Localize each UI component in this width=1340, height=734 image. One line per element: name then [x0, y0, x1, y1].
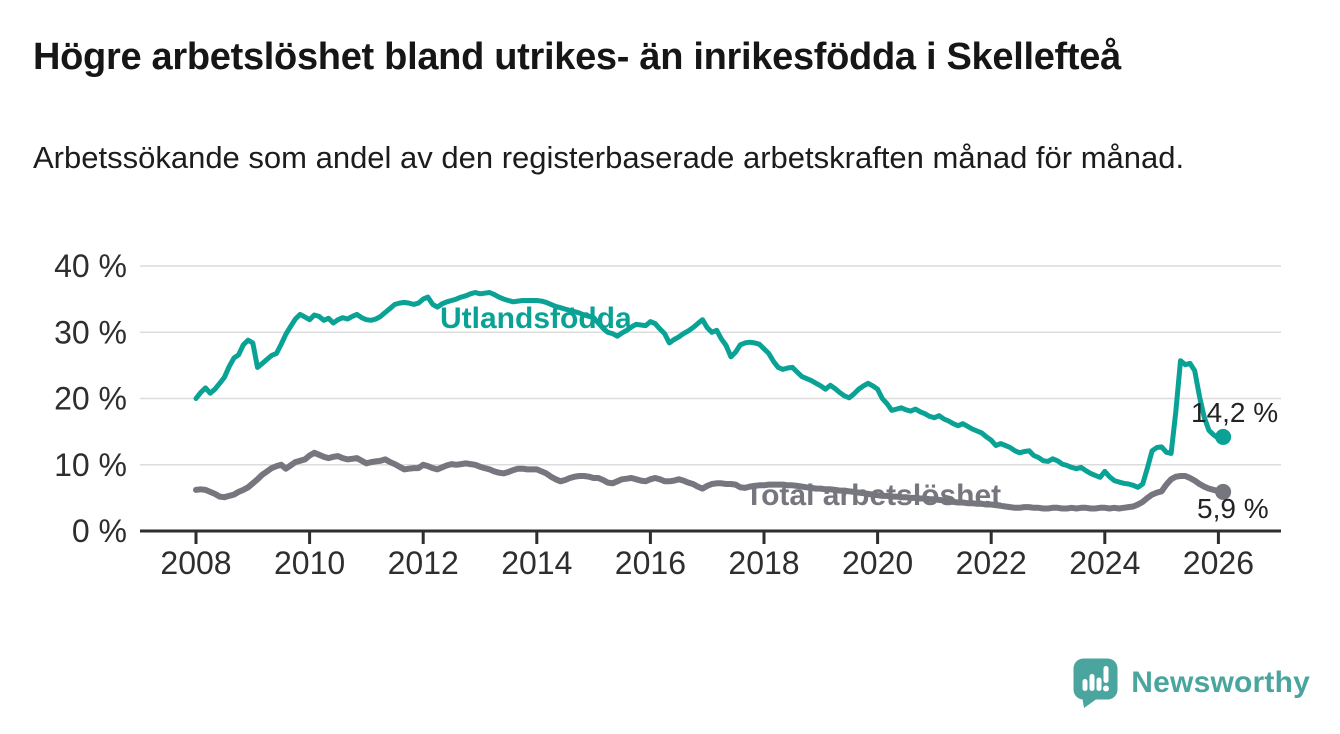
chart-header: Högre arbetslöshet bland utrikes- än inr… [33, 36, 1312, 179]
y-axis-tick-label: 30 % [54, 314, 127, 350]
x-axis-tick-label: 2012 [388, 545, 459, 581]
y-axis-tick-label: 40 % [54, 248, 127, 284]
x-axis-tick-label: 2018 [728, 545, 799, 581]
end-value-label-total-arbetsloshet: 5,9 % [1197, 493, 1269, 524]
y-axis-tick-label: 0 % [72, 513, 127, 549]
newsworthy-logo-icon [1073, 658, 1118, 708]
x-axis-tick-label: 2024 [1069, 545, 1140, 581]
x-axis-tick-label: 2010 [274, 545, 345, 581]
series-line-total-arbetsloshet [193, 449, 1227, 512]
series-end-dot-total-arbetsloshet [1215, 483, 1232, 500]
series-label-utlandsfodda: Utlandsfödda [440, 302, 632, 335]
y-axis-tick-label: 10 % [54, 447, 127, 483]
chart-subtitle: Arbetssökande som andel av den registerb… [33, 139, 1185, 175]
series-label-total-arbetsloshet: Total arbetslöshet [745, 479, 1001, 512]
x-axis-tick-label: 2016 [615, 545, 686, 581]
series-end-dot-utlandsfodda [1215, 428, 1232, 445]
x-axis-tick-label: 2022 [956, 545, 1027, 581]
newsworthy-logo: Newsworthy [1073, 658, 1310, 708]
newsworthy-logo-text: Newsworthy [1131, 666, 1310, 699]
series-line-utlandsfodda [193, 290, 1226, 490]
y-axis-tick-label: 20 % [54, 381, 127, 417]
x-axis-tick-label: 2014 [501, 545, 572, 581]
line-chart: 0 % 10 % 20 % 30 % 40 % 2008 2010 2012 2014 2016 2… [54, 248, 1281, 581]
x-axis-tick-label: 2020 [842, 545, 913, 581]
end-value-label-utlandsfodda: 14,2 % [1191, 397, 1278, 428]
x-axis-tick-label: 2026 [1183, 545, 1254, 581]
page-title: Högre arbetslöshet bland utrikes- än inr… [33, 36, 1121, 78]
x-axis-tick-label: 2008 [160, 545, 231, 581]
